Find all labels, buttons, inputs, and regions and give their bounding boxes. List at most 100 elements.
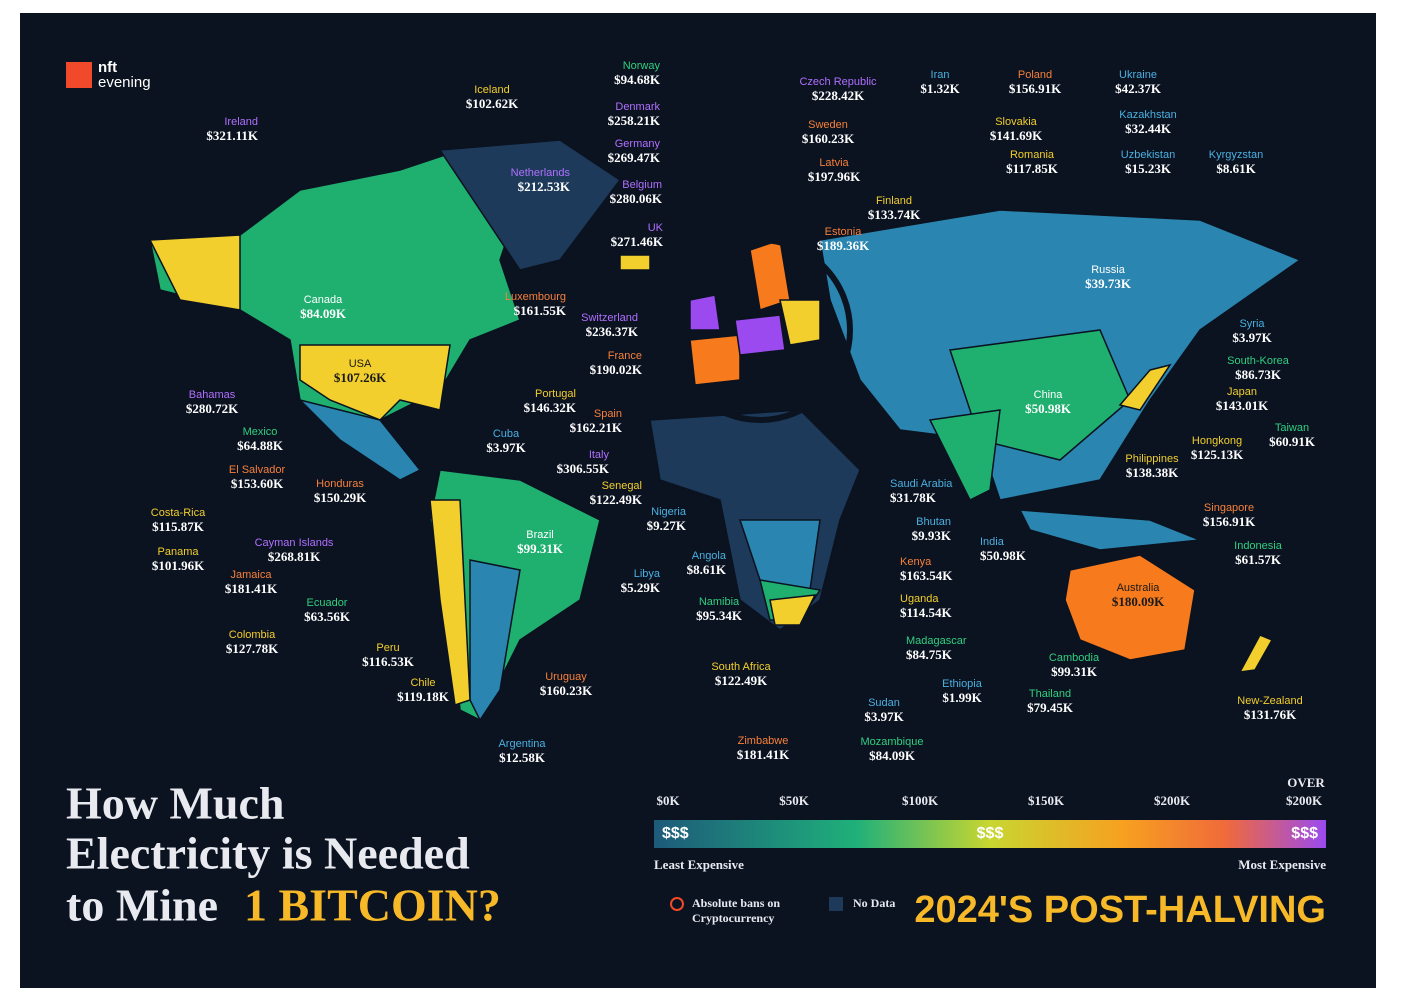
country-value: $280.06K <box>610 191 663 206</box>
subtitle: 2024'S POST-HALVING <box>914 889 1326 931</box>
title-highlight: 1 BITCOIN? <box>244 880 501 931</box>
country-name: Hongkong <box>1192 435 1242 447</box>
country-value: $50.98K <box>1025 401 1072 416</box>
country-name: Senegal <box>602 480 642 492</box>
legend-tick: $50K <box>779 793 810 808</box>
country-value: $101.96K <box>152 558 205 573</box>
country-name: Russia <box>1091 264 1126 276</box>
country-value: $3.97K <box>1232 330 1272 345</box>
country-value: $64.88K <box>237 438 284 453</box>
country-value: $138.38K <box>1126 465 1179 480</box>
country-value: $3.97K <box>864 709 904 724</box>
title: to Mine <box>66 880 218 931</box>
country-value: $269.47K <box>608 150 661 165</box>
country-name: UK <box>648 222 664 234</box>
country-name: Angola <box>692 550 727 562</box>
country-value: $117.85K <box>1006 161 1059 176</box>
country-name: Ireland <box>224 116 258 128</box>
legend-symbol: $$$ <box>977 825 1004 842</box>
country-name: Netherlands <box>511 167 571 179</box>
country-value: $228.42K <box>812 88 865 103</box>
country-value: $5.29K <box>621 580 661 595</box>
country-value: $268.81K <box>268 549 321 564</box>
country-value: $143.01K <box>1216 398 1269 413</box>
country-value: $32.44K <box>1125 121 1172 136</box>
country-value: $1.32K <box>920 81 960 96</box>
nodata-swatch <box>829 897 843 911</box>
country-value: $161.55K <box>514 303 567 318</box>
country-value: $119.18K <box>397 689 450 704</box>
country-value: $115.87K <box>152 519 205 534</box>
title: How Much <box>66 778 285 829</box>
country-value: $61.57K <box>1235 552 1282 567</box>
logo-text: nft <box>98 59 117 76</box>
country-name: Colombia <box>229 629 276 641</box>
legend-label: Least Expensive <box>654 857 744 872</box>
country-name: Slovakia <box>995 116 1037 128</box>
legend-tick: $150K <box>1028 793 1065 808</box>
country-name: Uruguay <box>545 671 587 683</box>
country-value: $156.91K <box>1009 81 1062 96</box>
country-value: $127.78K <box>226 641 279 656</box>
country-value: $212.53K <box>518 179 571 194</box>
country-value: $50.98K <box>980 548 1027 563</box>
country-value: $9.93K <box>912 528 952 543</box>
country-name: Latvia <box>819 157 849 169</box>
country-name: Portugal <box>535 388 576 400</box>
country-value: $122.49K <box>715 673 768 688</box>
country-name: Syria <box>1239 318 1265 330</box>
country-name: Romania <box>1010 149 1055 161</box>
country-name: Zimbabwe <box>738 735 789 747</box>
country-value: $156.91K <box>1203 514 1256 529</box>
country-value: $86.73K <box>1235 367 1282 382</box>
country-value: $189.36K <box>817 238 870 253</box>
country-value: $114.54K <box>900 605 953 620</box>
country-value: $39.73K <box>1085 276 1132 291</box>
country-name: Uganda <box>900 593 939 605</box>
legend-label: Cryptocurrency <box>692 911 774 925</box>
country-name: Taiwan <box>1275 422 1309 434</box>
country-value: $79.45K <box>1027 700 1074 715</box>
country-name: Indonesia <box>1234 540 1283 552</box>
title: Electricity is Needed <box>66 828 470 879</box>
legend-label: $200K <box>1286 793 1323 808</box>
country-name: Ukraine <box>1119 69 1157 81</box>
country-value: $258.21K <box>608 113 661 128</box>
country-name: Japan <box>1227 386 1257 398</box>
country-name: Australia <box>1117 582 1161 594</box>
country-value: $12.58K <box>499 750 546 765</box>
legend-label: OVER <box>1287 775 1325 790</box>
country-value: $236.37K <box>586 324 639 339</box>
country-name: Sudan <box>868 697 900 709</box>
country-value: $8.61K <box>687 562 727 577</box>
country-name: Sweden <box>808 119 848 131</box>
country-value: $133.74K <box>868 207 921 222</box>
country-name: Ethiopia <box>942 678 983 690</box>
country-value: $63.56K <box>304 609 351 624</box>
country-value: $190.02K <box>590 362 643 377</box>
country-value: $95.34K <box>696 608 743 623</box>
country-name: Jamaica <box>231 569 273 581</box>
country-value: $84.75K <box>906 647 953 662</box>
country-value: $160.23K <box>540 683 593 698</box>
country-value: $31.78K <box>890 490 937 505</box>
country-name: Saudi Arabia <box>890 478 953 490</box>
country-value: $321.11K <box>206 128 259 143</box>
country-value: $160.23K <box>802 131 855 146</box>
map <box>148 139 1302 722</box>
country-name: Czech Republic <box>799 76 877 88</box>
country-name: South Africa <box>711 661 771 673</box>
country-name: Philippines <box>1125 453 1179 465</box>
logo-mark <box>66 62 92 88</box>
logo: nft evening <box>66 59 151 91</box>
country-name: Bahamas <box>189 389 236 401</box>
legend: OVER $200K $$$ $$$ $$$ Least Expensive M… <box>654 775 1326 925</box>
country-name: India <box>980 536 1005 548</box>
country-name: Uzbekistan <box>1121 149 1175 161</box>
country-value: $146.32K <box>524 400 577 415</box>
country-name: Belgium <box>622 179 662 191</box>
country-value: $9.27K <box>647 518 687 533</box>
country-name: Estonia <box>825 226 863 238</box>
